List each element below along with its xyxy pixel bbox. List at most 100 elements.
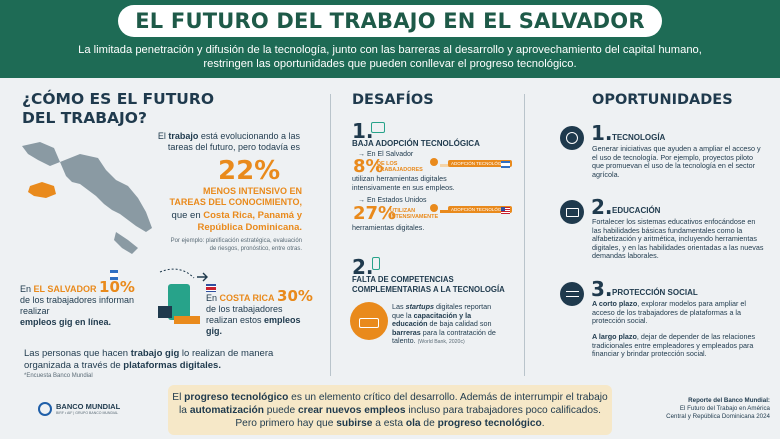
c2-bold-1: startups	[405, 302, 434, 311]
us-adoption-text: herramientas digitales.	[352, 223, 425, 232]
l2-pre: la	[179, 405, 190, 416]
survey-source: *Encuesta Banco Mundial	[24, 373, 93, 379]
o3-a-bold: A corto plazo	[592, 299, 638, 308]
page-subtitle: La limitada penetración y difusión de la…	[30, 43, 750, 71]
c2-bold-2: capacitación y la educación	[392, 310, 472, 329]
left-heading: ¿CÓMO ES EL FUTURO DEL TRABAJO?	[22, 90, 214, 128]
l2-bold-1: automatización	[189, 405, 264, 416]
report-line-1: El Futuro del Trabajo en América	[679, 405, 770, 412]
cr-country: COSTA RICA	[219, 293, 275, 303]
title-pill: EL FUTURO DEL TRABAJO EN EL SALVADOR	[118, 5, 662, 37]
logo-text: BANCO MUNDIAL	[56, 402, 121, 411]
page-title: EL FUTURO DEL TRABAJO EN EL SALVADOR	[135, 9, 645, 33]
sv-pct-label: DE LOS TRABAJADORES	[377, 161, 423, 173]
gig-mid: lo realizan de manera organizada a travé…	[24, 348, 274, 371]
sv-pre: En	[20, 284, 34, 294]
countries-highlight: Costa Rica, Panamá y República Dominican…	[197, 210, 302, 233]
header-banner: EL FUTURO DEL TRABAJO EN EL SALVADOR La …	[0, 0, 780, 78]
c2-post: para la contratación de talento.	[392, 327, 496, 346]
cr-pre: En	[206, 293, 220, 303]
challenge-2-title: FALTA DE COMPETENCIAS COMPLEMENTARIAS A …	[352, 275, 505, 294]
flag-costa-rica-icon	[206, 284, 216, 292]
conclusion-text: El progreso tecnológico es un elemento c…	[168, 385, 612, 430]
l3-bold-2: ola	[405, 418, 421, 429]
sv-pct: 10%	[99, 278, 135, 296]
education-screen-icon	[560, 200, 584, 224]
opp-3-long-term: A largo plazo, dejar de depender de las …	[592, 332, 766, 359]
l2-post: incluso para trabajadores poco calificad…	[405, 405, 601, 416]
cr-gig-stat: En COSTA RICA 30% de los trabajadores re…	[206, 289, 314, 337]
report-credit: Reporte del Banco Mundial: El Futuro del…	[630, 397, 770, 421]
gig-pre: Las personas que hacen	[24, 348, 131, 359]
handshake-icon	[560, 282, 584, 306]
sv-label: → En El Salvador	[358, 151, 414, 158]
pct-label-line-2: TAREAS DEL CONOCIMIENTO,	[169, 197, 302, 207]
phone-icon	[372, 257, 380, 270]
us-adoption-tag: ADOPCIÓN TECNOLÓGICA	[448, 206, 512, 213]
flag-el-salvador-icon	[110, 270, 118, 280]
opp-1-title: TECNOLOGÍA	[612, 133, 666, 142]
challenge-2-number: 2.	[352, 255, 374, 279]
l2-bold-2: crear nuevos empleos	[297, 405, 406, 416]
report-title: Reporte del Banco Mundial:	[688, 397, 770, 404]
intro-pre: El	[157, 131, 169, 141]
sv-country: EL SALVADOR	[33, 284, 97, 294]
c2-bold-3: barreras	[392, 327, 421, 337]
arrow-right-icon	[197, 272, 208, 282]
l3-bold-1: subirse	[336, 418, 373, 429]
opp-3-short-term: A corto plazo, explorar modelos para amp…	[592, 299, 762, 326]
l3-mid: a esta	[372, 418, 406, 429]
challenge-1-title: BAJA ADOPCIÓN TECNOLÓGICA	[352, 139, 480, 148]
pct-label-line-1: MENOS INTENSIVO EN	[202, 186, 302, 196]
us-label: → En Estados Unidos	[358, 197, 427, 204]
flag-el-salvador-small-icon	[501, 161, 510, 168]
right-heading: OPORTUNIDADES	[592, 92, 733, 108]
opp-1-number: 1.	[591, 121, 613, 145]
l2-mid: puede	[263, 405, 298, 416]
monitor-icon	[371, 122, 385, 133]
sv-bold: empleos gig en línea.	[20, 317, 112, 327]
us-pct-label: UTILIZAN INTENSIVAMENTE	[390, 208, 439, 220]
l3-pre: Pero primero hay que	[235, 418, 337, 429]
sv-adoption-tag: ADOPCIÓN TECNOLÓGICA	[448, 160, 512, 167]
intro-bold: trabajo	[168, 131, 199, 141]
subtitle-line-2: restringen las oportunidades que pueden …	[203, 58, 577, 70]
l3-mid-2: de	[420, 418, 438, 429]
middle-heading: DESAFÍOS	[352, 92, 434, 108]
challenge-1-number: 1.	[352, 119, 374, 143]
o3-b-text: , dejar de depender de las relaciones tr…	[592, 332, 756, 359]
gig-bold-2: plataformas digitales.	[123, 359, 221, 371]
person-icon	[430, 158, 438, 166]
gig-devices-icon	[158, 268, 200, 324]
challenge-2-text: Las startups digitales reportan que la c…	[392, 302, 500, 347]
left-22-pct: 22%	[218, 156, 281, 186]
sv-gig-stat: En EL SALVADOR 10% de los trabajadores i…	[20, 280, 150, 328]
divider-left	[330, 94, 331, 376]
example-note: Por ejemplo: planificación estratégica, …	[170, 238, 302, 252]
opp-1-text: Generar iniciativas que ayuden a ampliar…	[592, 144, 761, 179]
l1-post: es un elemento crítico del desarrollo. A…	[288, 392, 608, 403]
subtitle-line-1: La limitada penetración y difusión de la…	[78, 44, 702, 56]
c2-mid-1: digitales reportan que la	[392, 302, 492, 320]
cr-text: de los trabajadores realizan estos	[206, 304, 283, 325]
cr-pct: 30%	[277, 287, 313, 305]
opp-3-number: 3.	[591, 277, 613, 301]
flag-usa-icon	[501, 207, 510, 214]
c2-source: (World Bank, 2020c)	[417, 339, 465, 346]
opp-2-title: EDUCACIÓN	[612, 206, 661, 215]
que-en: que en	[171, 210, 204, 221]
left-countries: que en Costa Rica, Panamá y República Do…	[158, 210, 302, 233]
cr-bold: empleos gig.	[206, 315, 301, 336]
opp-2-text: Fortalecer los sistemas educativos enfoc…	[592, 217, 764, 261]
c2-title-line-2: COMPLEMENTARIAS A LA TECNOLOGÍA	[352, 284, 505, 294]
gig-bold-1: trabajo gig	[130, 348, 180, 359]
sv-adoption-text: utilizan herramientas digitales intensiv…	[352, 174, 455, 192]
conclusion-box: El progreso tecnológico es un elemento c…	[168, 385, 612, 435]
report-line-2: Central y República Dominicana 2024	[666, 413, 770, 420]
central-america-map-icon	[22, 142, 152, 254]
gig-platforms-text: Las personas que hacen trabajo gig lo re…	[24, 348, 314, 371]
left-heading-line-2: DEL TRABAJO?	[22, 109, 147, 127]
opp-2-number: 2.	[591, 195, 613, 219]
o3-b-bold: A largo plazo	[592, 332, 637, 341]
left-heading-line-1: ¿CÓMO ES EL FUTURO	[22, 90, 214, 108]
